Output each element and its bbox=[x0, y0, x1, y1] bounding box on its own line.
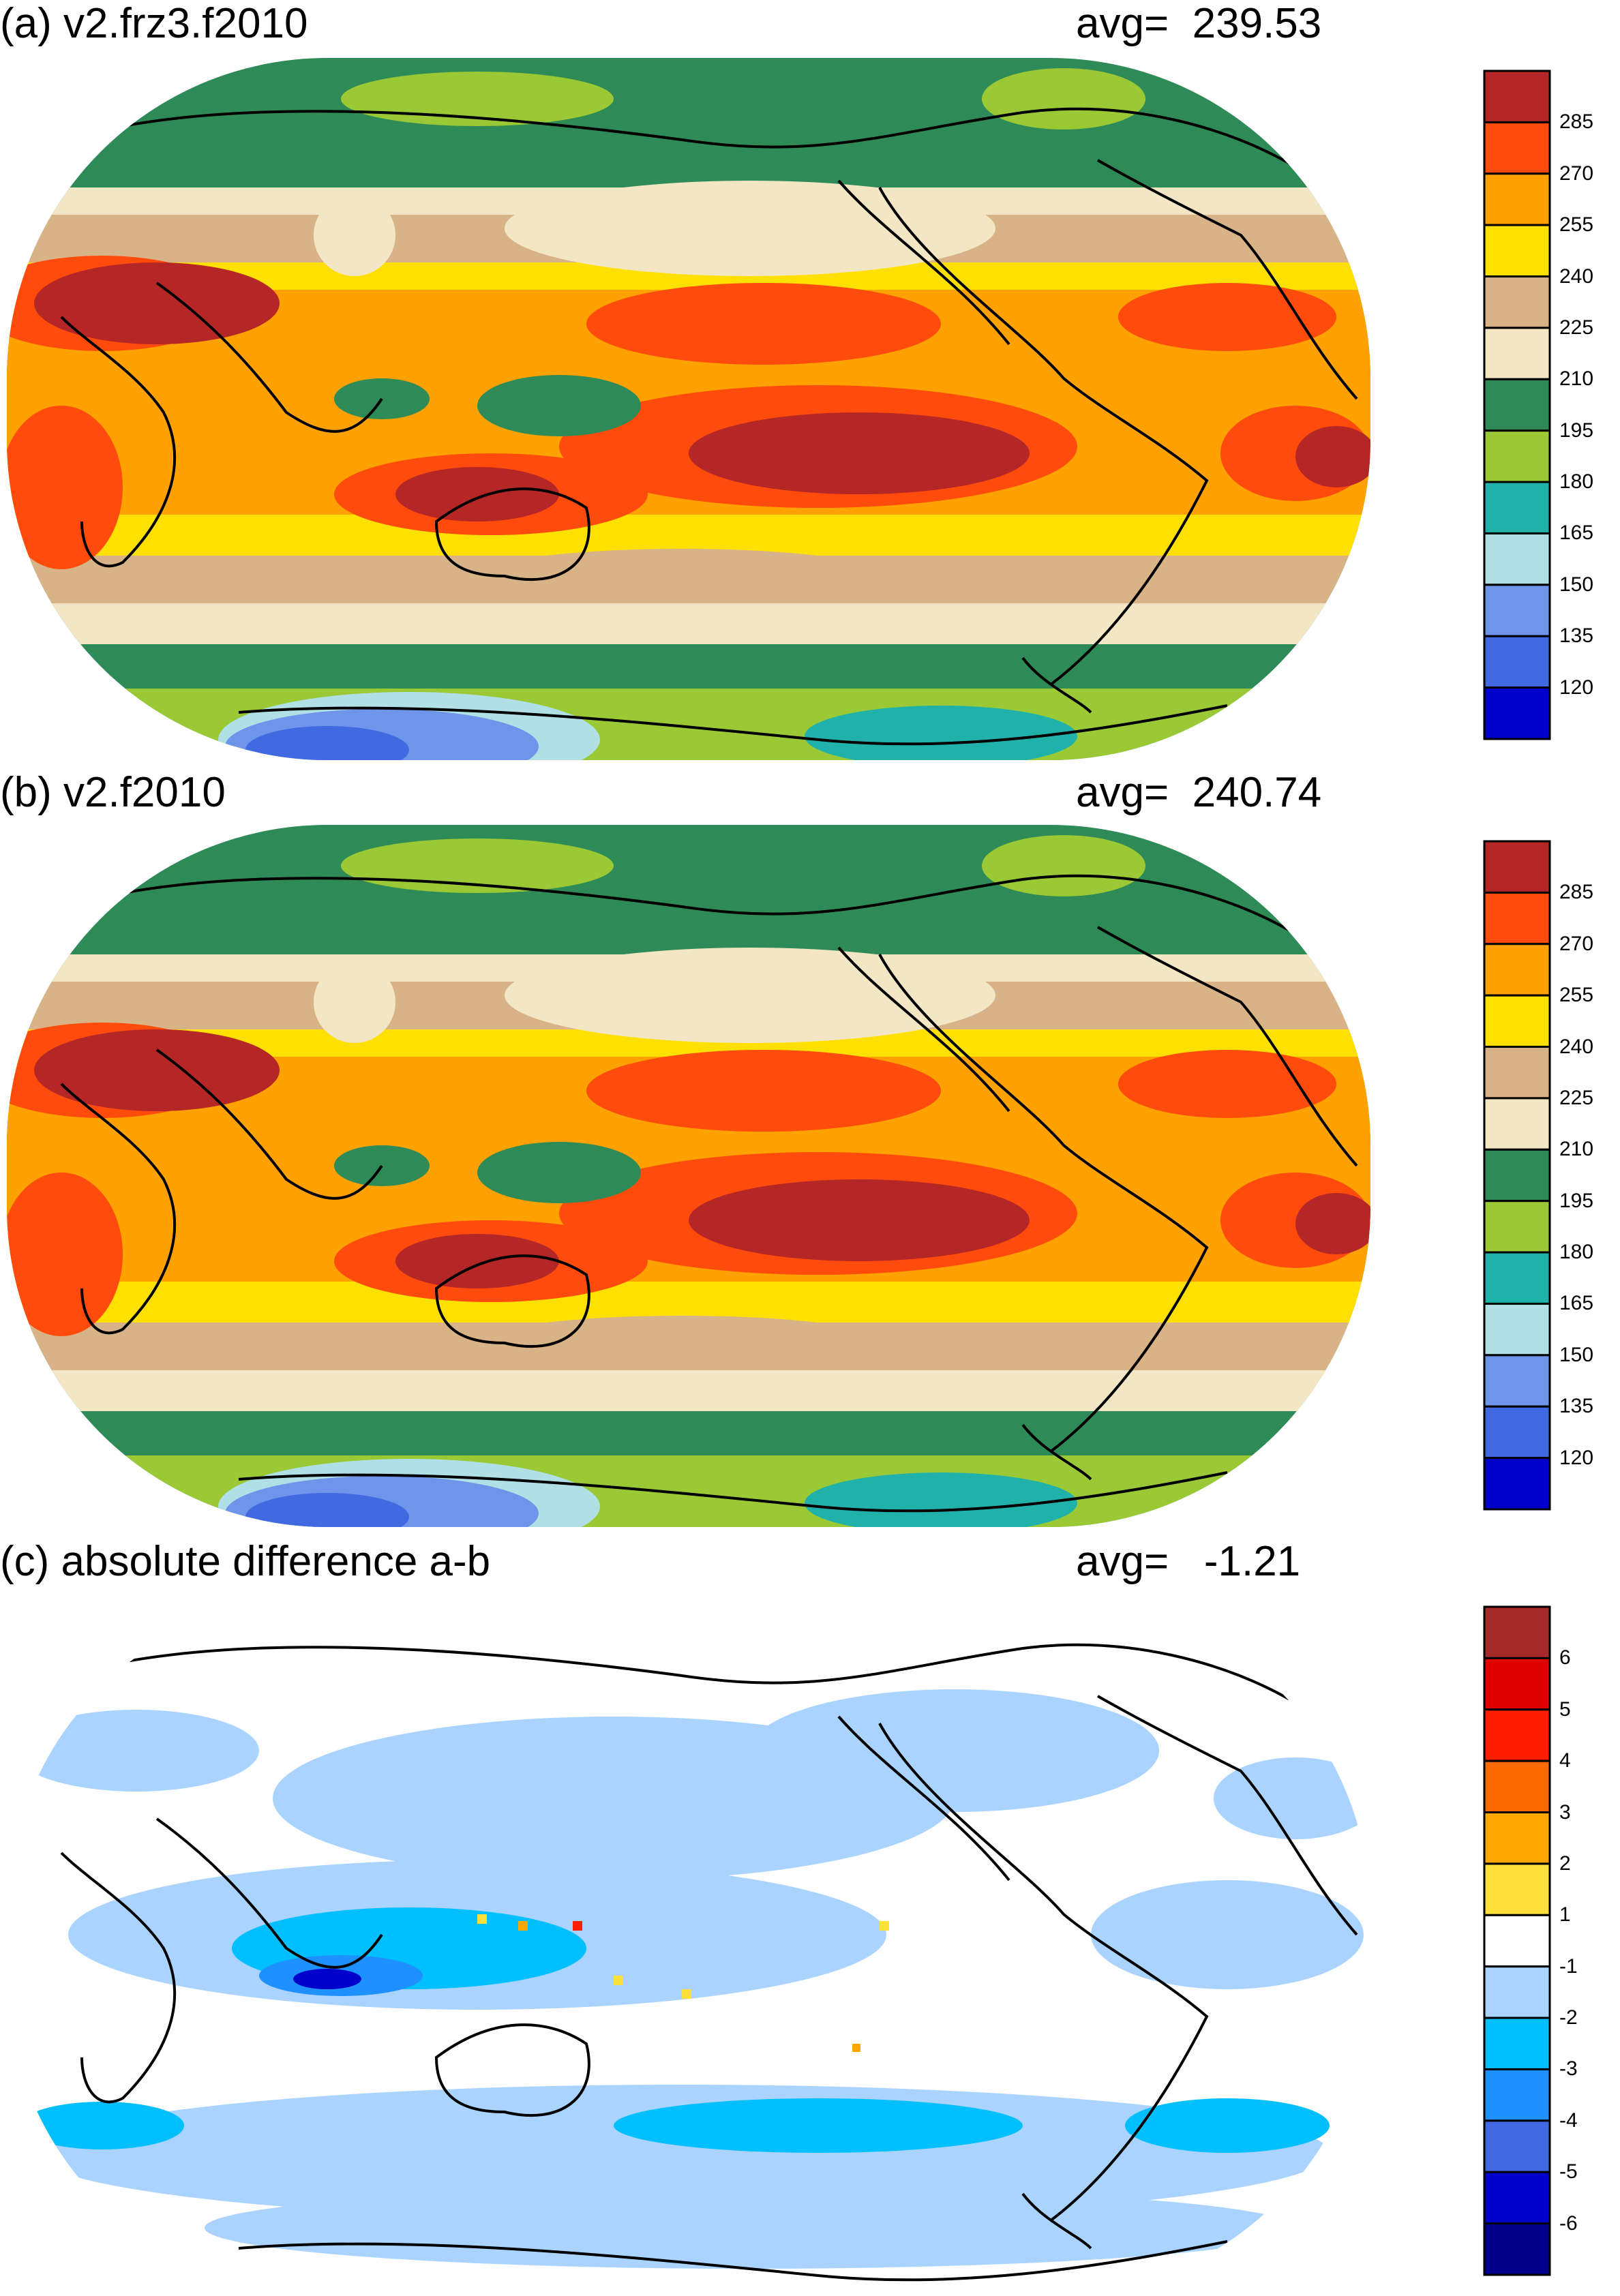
colorbar-label: 225 bbox=[1559, 1086, 1594, 1109]
panel-b: (b) v2.f2010 avg= 240.74 bbox=[0, 769, 1620, 1527]
colorbar-label: 225 bbox=[1559, 316, 1594, 339]
colorbar-swatch bbox=[1483, 1605, 1551, 1659]
colorbar-swatch bbox=[1483, 1457, 1551, 1511]
colorbar-label: -3 bbox=[1559, 2057, 1578, 2081]
colorbar-label: 3 bbox=[1559, 1800, 1571, 1824]
colorbar-label: 270 bbox=[1559, 162, 1594, 185]
colorbar-label: 180 bbox=[1559, 1241, 1594, 1264]
colorbar-swatch bbox=[1483, 1657, 1551, 1711]
colorbar-swatch bbox=[1483, 2119, 1551, 2173]
colorbar-label: -1 bbox=[1559, 1954, 1578, 1978]
colorbar-label: 165 bbox=[1559, 522, 1594, 545]
colorbar-label: 195 bbox=[1559, 419, 1594, 442]
colorbar-c: 6 5 4 3 2 1 -1 -2 -3 -4 -5 -6 bbox=[1476, 1604, 1606, 2286]
colorbar-label: 240 bbox=[1559, 1035, 1594, 1058]
colorbar-swatch bbox=[1483, 2222, 1551, 2276]
colorbar-label: 210 bbox=[1559, 367, 1594, 391]
colorbar-label: 2 bbox=[1559, 1852, 1571, 1875]
colorbar-label: 120 bbox=[1559, 676, 1594, 699]
colorbar-swatch bbox=[1483, 275, 1551, 329]
colorbar-label: -5 bbox=[1559, 2160, 1578, 2184]
colorbar-label: 150 bbox=[1559, 573, 1594, 596]
colorbar-label: 285 bbox=[1559, 881, 1594, 904]
colorbar-label: 1 bbox=[1559, 1903, 1571, 1927]
colorbar-swatch bbox=[1483, 224, 1551, 278]
colorbar-swatch bbox=[1483, 378, 1551, 432]
panel-average: avg= 240.74 bbox=[1076, 769, 1322, 816]
colorbar-swatch bbox=[1483, 532, 1551, 586]
panel-average: avg= 239.53 bbox=[1076, 0, 1322, 47]
colorbar-a: 285 270 255 240 225 210 195 180 165 150 135 120 bbox=[1476, 68, 1606, 750]
colorbar-label: 4 bbox=[1559, 1749, 1571, 1772]
colorbar-swatch bbox=[1483, 1914, 1551, 1968]
colorbar-label: 210 bbox=[1559, 1138, 1594, 1161]
colorbar-swatch bbox=[1483, 1708, 1551, 1762]
panel-average: avg= -1.21 bbox=[1076, 1538, 1301, 1585]
colorbar-swatch bbox=[1483, 2171, 1551, 2225]
colorbar-swatch bbox=[1483, 1811, 1551, 1865]
colorbar-swatch bbox=[1483, 429, 1551, 483]
colorbar-swatch bbox=[1483, 1965, 1551, 2019]
colorbar-label: 120 bbox=[1559, 1446, 1594, 1469]
colorbar-swatch bbox=[1483, 1200, 1551, 1254]
colorbar-label: 150 bbox=[1559, 1343, 1594, 1366]
colorbar-swatch bbox=[1483, 327, 1551, 380]
colorbar-b: 285 270 255 240 225 210 195 180 165 150 135 120 bbox=[1476, 839, 1606, 1520]
colorbar-b-swatches bbox=[1483, 840, 1551, 1511]
panel-c: (c) absolute difference a-b avg= -1.21 bbox=[0, 1538, 1620, 2296]
colorbar-swatch bbox=[1483, 840, 1551, 894]
colorbar-swatch bbox=[1483, 121, 1551, 175]
colorbar-label: -4 bbox=[1559, 2109, 1578, 2132]
colorbar-label: 255 bbox=[1559, 213, 1594, 237]
colorbar-swatch bbox=[1483, 635, 1551, 689]
colorbar-swatch bbox=[1483, 994, 1551, 1048]
map-field-c bbox=[7, 1594, 1370, 2296]
colorbar-label: -6 bbox=[1559, 2211, 1578, 2235]
panel-title: (a) v2.frz3.f2010 bbox=[0, 0, 308, 47]
colorbar-swatch bbox=[1483, 2016, 1551, 2070]
colorbar-swatch bbox=[1483, 1302, 1551, 1357]
panel-title: (c) absolute difference a-b bbox=[0, 1538, 491, 1585]
colorbar-swatch bbox=[1483, 2068, 1551, 2122]
colorbar-swatch bbox=[1483, 686, 1551, 740]
panel-title: (b) v2.f2010 bbox=[0, 769, 226, 816]
colorbar-swatch bbox=[1483, 1405, 1551, 1460]
colorbar-label: 180 bbox=[1559, 470, 1594, 494]
colorbar-swatch bbox=[1483, 584, 1551, 637]
colorbar-label: 285 bbox=[1559, 110, 1594, 134]
colorbar-label: 240 bbox=[1559, 265, 1594, 288]
map-field-b bbox=[7, 825, 1370, 1527]
colorbar-label: 6 bbox=[1559, 1646, 1571, 1670]
colorbar-a-swatches bbox=[1483, 70, 1551, 740]
colorbar-label: 255 bbox=[1559, 984, 1594, 1007]
colorbar-swatch bbox=[1483, 70, 1551, 123]
colorbar-swatch bbox=[1483, 891, 1551, 946]
colorbar-swatch bbox=[1483, 1046, 1551, 1100]
colorbar-swatch bbox=[1483, 172, 1551, 226]
colorbar-swatch bbox=[1483, 1862, 1551, 1916]
colorbar-swatch bbox=[1483, 1759, 1551, 1814]
colorbar-label: 195 bbox=[1559, 1189, 1594, 1212]
colorbar-label: 5 bbox=[1559, 1697, 1571, 1721]
colorbar-label: -2 bbox=[1559, 2006, 1578, 2029]
map-field-a bbox=[7, 58, 1370, 760]
colorbar-label: 165 bbox=[1559, 1292, 1594, 1315]
colorbar-label: 135 bbox=[1559, 624, 1594, 648]
panel-a: (a) v2.frz3.f2010 avg= 239.53 bbox=[0, 0, 1620, 760]
colorbar-swatch bbox=[1483, 943, 1551, 997]
colorbar-c-swatches bbox=[1483, 1605, 1551, 2276]
colorbar-swatch bbox=[1483, 1354, 1551, 1408]
colorbar-swatch bbox=[1483, 1148, 1551, 1203]
colorbar-label: 135 bbox=[1559, 1395, 1594, 1418]
colorbar-swatch bbox=[1483, 1097, 1551, 1151]
colorbar-swatch bbox=[1483, 1251, 1551, 1305]
colorbar-swatch bbox=[1483, 481, 1551, 534]
colorbar-label: 270 bbox=[1559, 932, 1594, 955]
